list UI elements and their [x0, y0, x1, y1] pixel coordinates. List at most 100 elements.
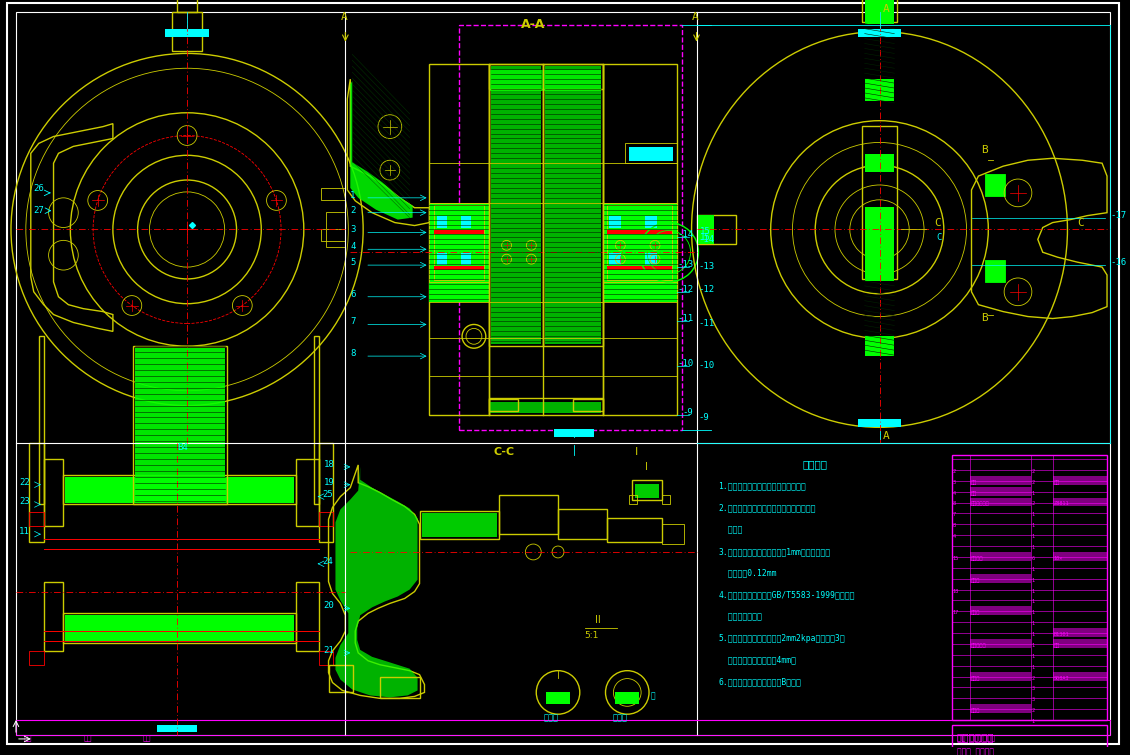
Text: 18: 18 — [953, 589, 959, 593]
Bar — [985, 260, 1006, 282]
Text: 4.其余技术条件应符合GB/T5583-1999《铝车制: 4.其余技术条件应符合GB/T5583-1999《铝车制 — [719, 590, 854, 599]
Bar — [970, 498, 1031, 507]
Text: 2: 2 — [1032, 501, 1035, 507]
Text: -14: -14 — [698, 236, 714, 245]
Bar — [319, 651, 333, 664]
Bar — [296, 459, 319, 526]
Bar — [662, 495, 670, 504]
Bar — [632, 479, 662, 500]
Bar — [28, 513, 44, 526]
Bar — [544, 64, 602, 347]
Text: 26: 26 — [34, 184, 44, 193]
Text: SQ8AI: SQ8AI — [1053, 676, 1069, 680]
Bar — [608, 205, 671, 280]
Bar — [864, 0, 894, 23]
Bar — [44, 459, 63, 526]
Bar — [461, 216, 471, 227]
Bar — [132, 347, 227, 504]
Text: 动器性能要求》: 动器性能要求》 — [719, 612, 762, 621]
Text: 15: 15 — [953, 556, 959, 561]
Text: -14: -14 — [677, 230, 694, 239]
Text: 5: 5 — [350, 258, 356, 267]
Bar — [419, 511, 498, 539]
Bar — [864, 111, 894, 131]
Bar — [489, 398, 602, 415]
Text: -12: -12 — [677, 285, 694, 294]
Bar — [134, 348, 225, 503]
Bar — [461, 253, 471, 265]
Bar — [970, 487, 1031, 495]
Text: 15: 15 — [699, 233, 711, 242]
Bar — [970, 552, 1031, 561]
Text: 1: 1 — [1032, 654, 1035, 659]
Text: 8: 8 — [953, 523, 956, 528]
Bar — [489, 64, 602, 89]
Text: A: A — [883, 431, 889, 441]
Text: -11: -11 — [677, 315, 694, 323]
Text: -13: -13 — [677, 260, 694, 269]
Bar — [489, 402, 600, 414]
Text: 1: 1 — [1032, 632, 1035, 637]
Bar — [63, 475, 296, 504]
Bar — [489, 70, 600, 91]
Bar — [864, 79, 894, 101]
Text: 17: 17 — [953, 610, 959, 615]
Text: 10×: 10× — [1053, 556, 1063, 561]
Bar — [490, 66, 541, 344]
Text: 液压密封圈: 液压密封圈 — [971, 643, 986, 648]
Bar — [1053, 672, 1107, 680]
Text: B4: B4 — [177, 443, 188, 452]
Text: 19: 19 — [323, 478, 334, 487]
Text: -10: -10 — [677, 359, 694, 368]
Text: 卡环: 卡环 — [971, 491, 976, 495]
Text: 钳盘式制动器: 钳盘式制动器 — [957, 732, 994, 742]
Text: B: B — [981, 313, 988, 323]
Text: 2: 2 — [1032, 676, 1035, 680]
Text: 4: 4 — [350, 242, 356, 251]
Text: A: A — [340, 12, 347, 22]
Bar — [165, 29, 209, 36]
Text: 1: 1 — [1032, 513, 1035, 517]
Text: 1: 1 — [1032, 599, 1035, 605]
Bar — [864, 336, 894, 356]
Text: -9: -9 — [683, 408, 694, 418]
Bar — [38, 336, 44, 504]
Bar — [858, 29, 902, 36]
Text: 8: 8 — [350, 349, 356, 358]
Text: 3: 3 — [1032, 686, 1035, 692]
Text: 1: 1 — [1032, 643, 1035, 648]
Bar — [296, 581, 319, 651]
Bar — [1053, 498, 1107, 507]
Bar — [329, 664, 354, 692]
Bar — [602, 203, 677, 302]
Text: 摩擦块子盘座: 摩擦块子盘座 — [971, 501, 989, 507]
Text: 审核: 审核 — [24, 734, 33, 741]
Bar — [970, 606, 1031, 615]
Text: 23: 23 — [19, 498, 29, 507]
Bar — [1053, 628, 1107, 637]
Text: I: I — [635, 447, 638, 457]
Bar — [489, 64, 544, 347]
Text: 15: 15 — [699, 227, 711, 236]
Text: II: II — [594, 615, 600, 625]
Text: 2: 2 — [1032, 479, 1035, 485]
Bar — [459, 25, 681, 430]
Text: 3.在制动盘最大直径处点向内1mm，处摩擦面跳: 3.在制动盘最大直径处点向内1mm，处摩擦面跳 — [719, 547, 831, 556]
Text: A: A — [692, 12, 698, 22]
Bar — [573, 399, 602, 411]
Text: 6: 6 — [1032, 556, 1035, 561]
Text: -17: -17 — [1110, 211, 1127, 220]
Bar — [498, 495, 558, 535]
Bar — [609, 216, 622, 227]
Text: -9: -9 — [698, 414, 710, 422]
Bar — [862, 0, 897, 22]
Text: B: B — [981, 145, 988, 156]
Text: 它异物: 它异物 — [719, 525, 742, 535]
Text: 24: 24 — [322, 557, 333, 565]
Bar — [951, 725, 1107, 755]
Text: 刹块总: 刹块总 — [971, 708, 980, 713]
Text: I: I — [645, 462, 647, 472]
Bar — [629, 495, 637, 504]
Text: 2: 2 — [350, 205, 356, 214]
Bar — [602, 203, 677, 282]
